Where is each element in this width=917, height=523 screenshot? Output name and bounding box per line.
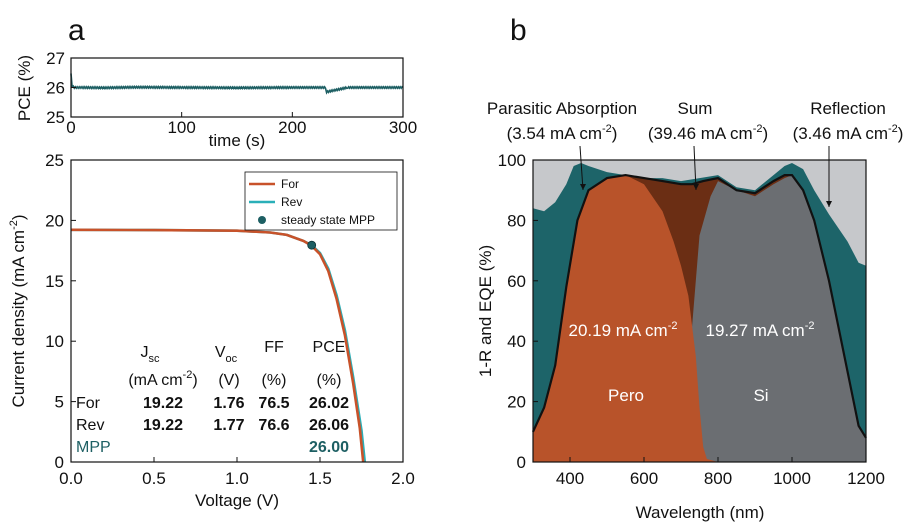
pce-x-tick-label: 100	[167, 118, 195, 137]
table-row-label: For	[76, 395, 101, 412]
eqe-y-tick-label: 20	[507, 393, 526, 412]
annotation-parasitic-value: (3.54 mA cm-2)	[507, 123, 618, 143]
pce-y-axis-label: PCE (%)	[15, 55, 34, 121]
legend-label: For	[281, 177, 299, 191]
pce-y-tick-label: 25	[46, 108, 65, 127]
table-row-label: Rev	[76, 417, 104, 434]
si-eqe-area	[607, 175, 866, 462]
pce-x-axis-label: time (s)	[209, 131, 266, 150]
si-label: Si	[753, 386, 768, 405]
mpp-point	[307, 240, 317, 250]
jv-x-tick-label: 2.0	[391, 469, 415, 488]
pce-y-tick-label: 27	[46, 49, 65, 68]
pce-x-tick-label: 300	[389, 118, 417, 137]
pce-x-tick-label: 0	[66, 118, 75, 137]
jv-y-tick-label: 5	[55, 393, 64, 412]
table-unit-voc: (V)	[218, 372, 239, 389]
table-header-pce: PCE	[313, 339, 346, 356]
eqe-y-tick-label: 80	[507, 211, 526, 230]
eqe-x-tick-label: 1200	[847, 469, 885, 488]
arrow-parasitic	[579, 145, 584, 191]
jv-y-tick-label: 15	[45, 272, 64, 291]
eqe-x-tick-label: 800	[704, 469, 732, 488]
table-cell-jsc: 19.22	[143, 395, 183, 412]
eqe-x-axis-label: Wavelength (nm)	[636, 503, 765, 522]
jv-x-tick-label: 0.0	[59, 469, 83, 488]
annotation-sum-value: (39.46 mA cm-2)	[648, 123, 768, 143]
jv-x-axis-label: Voltage (V)	[195, 491, 279, 510]
table-cell-pce: 26.00	[309, 439, 349, 456]
legend-label: Rev	[281, 195, 302, 209]
jv-series-for	[70, 228, 365, 463]
annotation-reflection-value: (3.46 mA cm-2)	[793, 123, 904, 143]
panel-label-a: a	[68, 14, 85, 47]
table-header-voc: Voc	[215, 344, 238, 365]
table-cell-voc: 1.77	[213, 417, 244, 434]
table-header-jsc: Jsc	[141, 344, 161, 365]
jv-x-tick-label: 1.5	[308, 469, 332, 488]
eqe-y-tick-label: 40	[507, 332, 526, 351]
table-cell-pce: 26.02	[309, 395, 349, 412]
annotation-sum-title: Sum	[678, 99, 713, 118]
arrow-parasitic-head	[580, 184, 586, 190]
panel-label-b: b	[510, 14, 527, 47]
pero-eqe-area	[533, 175, 755, 462]
table-cell-pce: 26.06	[309, 417, 349, 434]
jv-y-axis-label: Current density (mA cm-2)	[8, 214, 28, 407]
table-unit-jsc: (mA cm-2)	[128, 369, 197, 389]
table-header-ff: FF	[264, 339, 284, 356]
eqe-x-tick-label: 400	[556, 469, 584, 488]
eqe-y-axis-label: 1-R and EQE (%)	[476, 245, 495, 377]
eqe-plot-frame	[532, 159, 867, 463]
eqe-x-tick-label: 1000	[773, 469, 811, 488]
jv-x-tick-label: 1.0	[225, 469, 249, 488]
legend-swatch-mpp	[258, 216, 266, 224]
eqe-y-tick-label: 100	[498, 151, 526, 170]
annotation-parasitic-title: Parasitic Absorption	[487, 99, 637, 118]
arrow-sum	[693, 145, 697, 191]
annotation-reflection-title: Reflection	[810, 99, 886, 118]
sum-eqe-line	[532, 173, 867, 439]
si-jsc-label: 19.27 mA cm-2	[706, 320, 815, 340]
table-cell-ff: 76.5	[258, 395, 289, 412]
table-unit-pce: (%)	[317, 372, 342, 389]
eqe-y-tick-label: 60	[507, 272, 526, 291]
eqe-y-tick-label: 0	[517, 453, 526, 472]
jv-y-tick-label: 0	[55, 453, 64, 472]
table-row-label: MPP	[76, 439, 111, 456]
legend-label: steady state MPP	[281, 213, 375, 227]
pero-jsc-label: 20.19 mA cm-2	[569, 320, 678, 340]
table-unit-ff: (%)	[262, 372, 287, 389]
arrow-reflection-head	[826, 201, 832, 207]
table-cell-voc: 1.76	[213, 395, 244, 412]
jv-y-tick-label: 20	[45, 211, 64, 230]
pero-label: Pero	[608, 386, 644, 405]
jv-x-tick-label: 0.5	[142, 469, 166, 488]
table-cell-ff: 76.6	[258, 417, 289, 434]
jv-y-tick-label: 10	[45, 332, 64, 351]
pce-x-tick-label: 200	[278, 118, 306, 137]
jv-y-tick-label: 25	[45, 151, 64, 170]
pce-y-tick-label: 26	[46, 79, 65, 98]
pce-trace-series	[70, 73, 404, 95]
eqe-x-tick-label: 600	[630, 469, 658, 488]
table-cell-jsc: 19.22	[143, 417, 183, 434]
arrow-sum-head	[693, 184, 699, 190]
